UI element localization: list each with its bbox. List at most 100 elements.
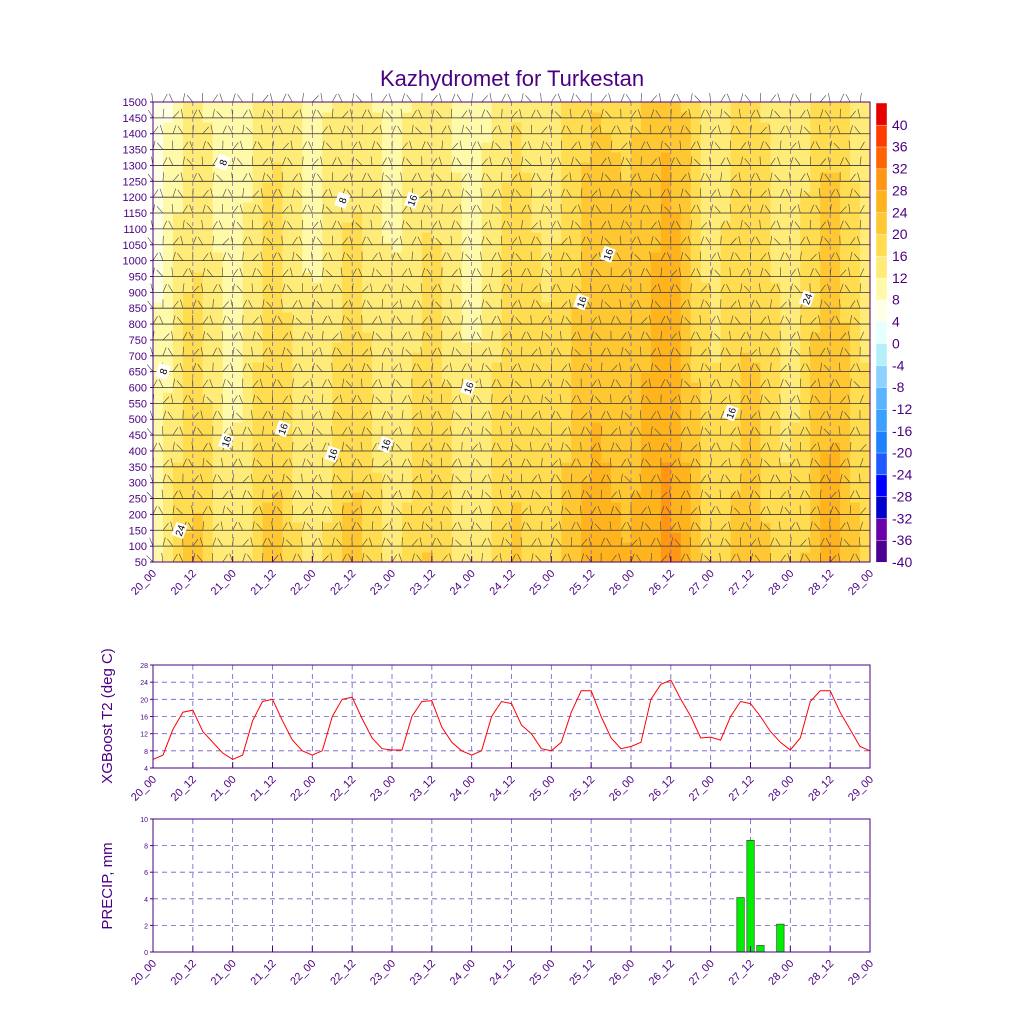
- wind-barb: [147, 237, 154, 245]
- contour-cell: [680, 262, 692, 273]
- contour-cell: [372, 322, 383, 333]
- contour-cell: [491, 312, 503, 323]
- contour-cell: [431, 142, 443, 153]
- contour-cell: [640, 522, 652, 533]
- contour-cell: [501, 182, 513, 193]
- contour-cell: [511, 212, 523, 223]
- wind-barb: [320, 220, 323, 229]
- contour-cell: [611, 552, 622, 563]
- wind-barb: [212, 157, 218, 166]
- contour-cell: [840, 102, 851, 113]
- contour-cell: [621, 462, 632, 473]
- wind-barb: [485, 237, 492, 245]
- contour-cell: [481, 432, 493, 443]
- contour-cell: [740, 322, 752, 333]
- contour-cell: [640, 352, 652, 363]
- contour-cell: [690, 152, 702, 163]
- wind-barb: [400, 172, 403, 182]
- contour-cell: [631, 462, 642, 473]
- wind-barb: [239, 331, 243, 341]
- wind-barb: [568, 299, 572, 309]
- wind-barb: [219, 93, 223, 103]
- wind-barb: [580, 426, 585, 436]
- contour-cell: [611, 442, 622, 453]
- wind-barb: [489, 220, 492, 229]
- contour-cell: [212, 422, 224, 433]
- contour-cell: [850, 542, 861, 553]
- contour-cell: [790, 332, 801, 343]
- wind-barb: [156, 206, 164, 214]
- contour-cell: [451, 252, 463, 263]
- wind-barb: [654, 428, 662, 436]
- contour-cell: [292, 102, 303, 113]
- wind-barb: [337, 348, 343, 356]
- contour-cell: [272, 462, 284, 473]
- wind-barb: [481, 236, 485, 245]
- contour-cell: [382, 532, 393, 543]
- wind-barb: [500, 362, 502, 372]
- contour-cell: [720, 372, 732, 383]
- contour-cell: [282, 272, 294, 283]
- contour-cell: [392, 352, 403, 363]
- contour-cell: [421, 172, 433, 183]
- contour-cell: [760, 262, 772, 273]
- contour-cell: [511, 512, 523, 523]
- wind-barb: [630, 188, 633, 198]
- contour-cell: [611, 362, 622, 373]
- wind-barb: [287, 221, 293, 230]
- wind-barb: [320, 156, 323, 166]
- contour-cell: [820, 182, 831, 193]
- wind-barb: [288, 521, 293, 531]
- wind-barb: [242, 188, 244, 198]
- wind-barb: [381, 552, 383, 563]
- contour-cell: [720, 472, 732, 483]
- contour-cell: [750, 282, 762, 293]
- contour-cell: [202, 282, 214, 293]
- contour-cell: [322, 222, 333, 233]
- wind-barb: [160, 125, 164, 134]
- wind-barb: [341, 251, 345, 261]
- wind-barb: [269, 220, 273, 229]
- contour-cell: [531, 272, 542, 283]
- contour-cell: [780, 402, 791, 413]
- contour-cell: [571, 342, 582, 353]
- contour-cell: [750, 132, 762, 143]
- wind-barb: [594, 523, 602, 531]
- wind-barb: [590, 253, 598, 261]
- contour-cell: [541, 332, 552, 343]
- wind-barb: [559, 457, 562, 467]
- wind-barb: [376, 142, 383, 150]
- wind-barb: [361, 475, 368, 483]
- contour-cell: [172, 352, 184, 363]
- wind-barb: [242, 299, 247, 309]
- wind-barb: [561, 378, 564, 388]
- wind-barb: [361, 172, 367, 182]
- contour-cell: [521, 532, 533, 543]
- contour-cell: [382, 222, 393, 233]
- contour-cell: [621, 512, 632, 523]
- contour-cell: [830, 152, 841, 163]
- contour-cell: [700, 332, 712, 343]
- contour-cell: [282, 302, 294, 313]
- contour-cell: [521, 542, 533, 553]
- contour-cell: [421, 232, 433, 243]
- contour-cell: [581, 322, 592, 333]
- contour-cell: [322, 552, 333, 563]
- wind-barb: [361, 553, 365, 563]
- wind-barb: [212, 108, 215, 118]
- wind-barb: [570, 473, 573, 483]
- wind-barb: [610, 554, 617, 563]
- wind-barb: [425, 523, 433, 531]
- contour-cell: [401, 312, 413, 323]
- contour-cell: [561, 532, 572, 543]
- wind-barb: [630, 251, 633, 261]
- contour-cell: [461, 272, 473, 283]
- contour-cell: [172, 122, 184, 133]
- wind-barb: [302, 268, 307, 277]
- contour-cell: [591, 492, 602, 503]
- contour-cell: [760, 212, 772, 223]
- contour-cell: [611, 522, 622, 533]
- wind-barb: [655, 237, 662, 245]
- contour-cell: [382, 292, 393, 303]
- wind-barb: [321, 204, 325, 214]
